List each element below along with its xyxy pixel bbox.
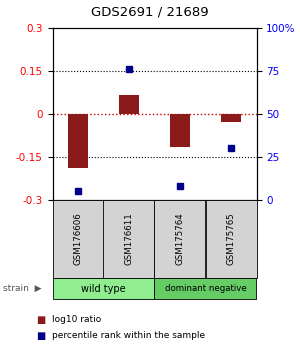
Bar xyxy=(119,95,139,114)
Text: GSM176611: GSM176611 xyxy=(124,212,134,266)
Text: GSM175765: GSM175765 xyxy=(226,212,236,266)
Text: strain  ▶: strain ▶ xyxy=(3,284,41,293)
Text: log10 ratio: log10 ratio xyxy=(52,315,102,324)
Bar xyxy=(68,114,88,169)
Text: wild type: wild type xyxy=(81,284,126,293)
Text: dominant negative: dominant negative xyxy=(165,284,246,293)
Bar xyxy=(170,114,190,147)
Text: GSM176606: GSM176606 xyxy=(74,212,82,266)
Text: GDS2691 / 21689: GDS2691 / 21689 xyxy=(91,6,209,19)
Text: percentile rank within the sample: percentile rank within the sample xyxy=(52,331,206,340)
Text: GSM175764: GSM175764 xyxy=(176,212,184,266)
Text: ■: ■ xyxy=(36,315,45,325)
Bar xyxy=(221,114,241,122)
Text: ■: ■ xyxy=(36,331,45,341)
